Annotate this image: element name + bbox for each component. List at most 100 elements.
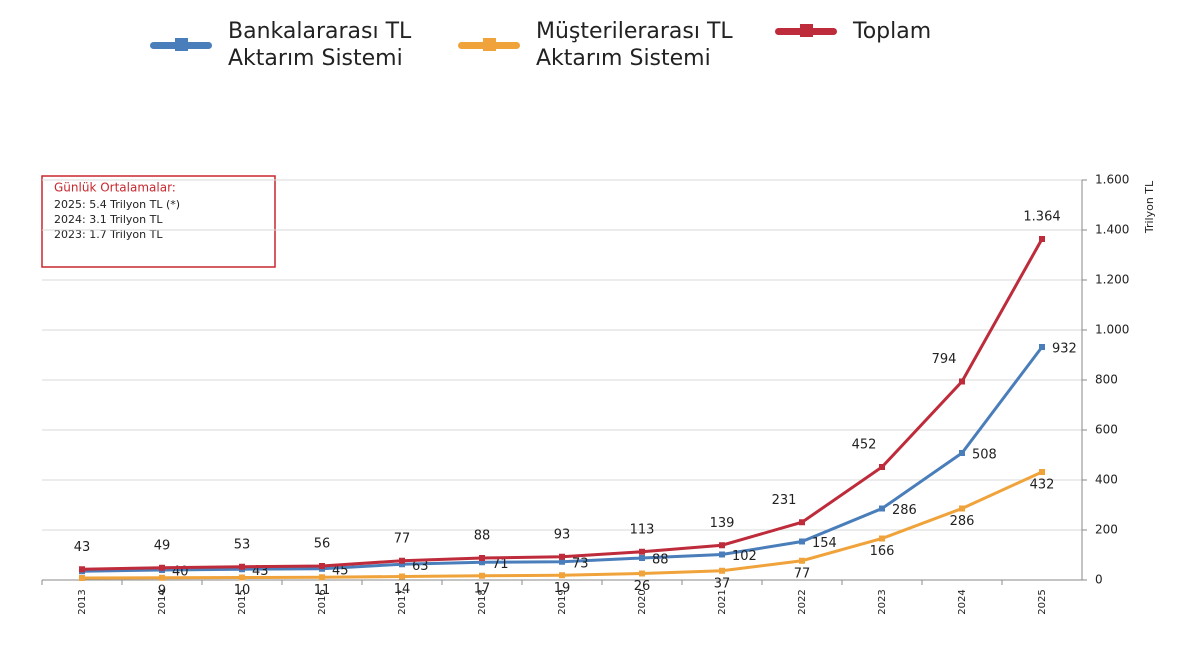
annotation-box [41,175,276,268]
x-tick-label: 2017 [397,589,408,614]
data-label: 71 [492,557,509,572]
marker [319,563,325,569]
y-tick-label: 800 [1095,373,1118,387]
legend-item: Bankalararası TL Aktarım Sistemi [150,18,428,72]
data-label: 49 [154,538,171,553]
data-label: 932 [1052,342,1077,357]
marker [399,557,405,564]
data-label: 43 [74,540,91,555]
data-label: 231 [772,493,797,508]
marker [1039,236,1045,242]
annotation-line: 2024: 3.1 Trilyon TL [54,213,163,226]
annotation-line: 2025: 5.4 Trilyon TL (*) [54,198,180,211]
data-label: 10 [234,583,251,598]
marker [399,561,405,568]
x-tick-label: 2024 [957,589,968,614]
y-tick-label: 1.000 [1095,323,1129,337]
marker [1039,469,1045,475]
data-label: 154 [812,536,837,551]
data-label: 9 [158,583,166,598]
marker [559,558,565,565]
legend-label: Bankalararası TL Aktarım Sistemi [228,19,412,71]
marker [799,538,805,545]
marker [639,570,645,577]
marker [159,574,165,581]
marker [959,505,965,512]
y-tick-label: 1.400 [1095,223,1129,237]
y-tick-label: 0 [1095,573,1103,587]
series-line [81,238,1044,571]
data-label: 77 [394,531,411,546]
marker [799,519,805,526]
x-tick-label: 2019 [557,589,568,614]
marker [959,450,965,456]
annotation-line: 2023: 1.7 Trilyon TL [54,228,163,241]
marker [879,464,885,470]
data-label: 17 [474,581,491,596]
data-label: 794 [932,352,957,367]
data-label: 14 [394,582,411,597]
marker [479,572,485,579]
data-label: 508 [972,448,997,463]
marker [879,535,885,542]
data-label: 286 [950,514,975,529]
data-label: 432 [1030,478,1055,493]
data-label: 113 [630,522,655,537]
marker [479,559,485,566]
data-label: 19 [554,581,571,596]
annotation-title: Günlük Ortalamalar: [54,181,176,195]
data-label: 37 [714,576,731,591]
data-label: 45 [332,563,349,578]
marker [639,555,645,561]
legend-swatch [458,37,520,51]
data-label: 56 [314,537,331,552]
data-label: 63 [412,559,429,574]
marker [79,566,85,573]
legend-label: Toplam [853,19,932,44]
data-label: 26 [634,579,651,594]
x-tick-label: 2022 [797,589,808,614]
x-tick-label: 2013 [77,589,88,614]
data-label: 77 [794,566,811,581]
data-label: 452 [852,438,877,453]
marker [719,542,725,549]
data-label: 1.364 [1023,210,1060,225]
y-axis-label: Trilyon TL [1143,180,1156,234]
data-label: 102 [732,549,757,564]
x-tick-label: 2015 [237,589,248,614]
marker [719,567,725,574]
data-label: 166 [870,544,895,559]
x-tick-label: 2021 [717,589,728,614]
data-label: 53 [234,537,251,552]
legend-swatch [775,24,837,37]
data-label: 286 [892,503,917,518]
x-tick-label: 2016 [317,589,328,614]
marker [239,563,245,570]
marker [319,574,325,581]
marker [479,555,485,561]
x-tick-label: 2014 [157,589,168,614]
marker [159,564,165,571]
data-label: 88 [474,529,491,544]
y-tick-label: 200 [1095,523,1118,537]
data-label: 139 [710,516,735,531]
marker [559,553,565,560]
data-label: 88 [652,553,669,568]
legend-item: Müşterilerarası TL Aktarım Sistemi [458,18,746,72]
x-tick-label: 2020 [637,589,648,614]
y-tick-label: 600 [1095,423,1118,437]
y-tick-label: 1.600 [1095,173,1129,187]
x-tick-label: 2025 [1037,589,1048,614]
marker [239,574,245,581]
y-tick-label: 400 [1095,473,1118,487]
x-tick-label: 2023 [877,589,888,614]
marker [1039,344,1045,350]
data-label: 93 [554,527,571,542]
marker [719,551,725,558]
y-tick-label: 1.200 [1095,273,1129,287]
marker [879,505,885,512]
marker [79,575,85,581]
legend-item: Toplam [775,18,973,45]
